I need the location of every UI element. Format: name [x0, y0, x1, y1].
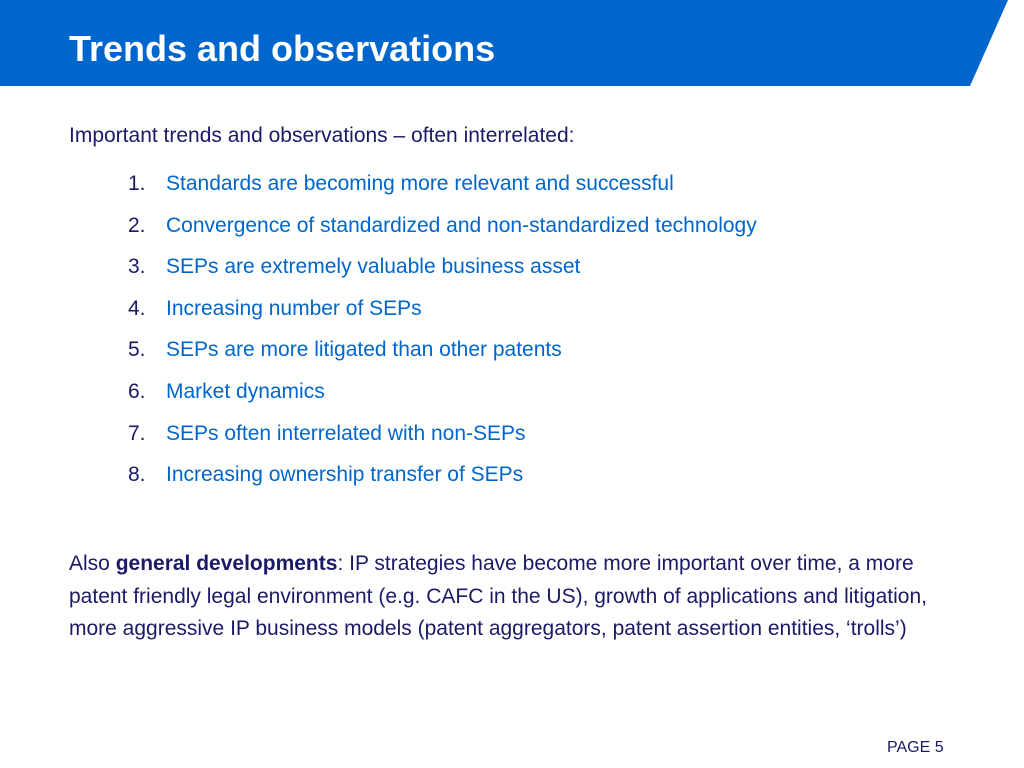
list-item-number: 8.	[128, 463, 146, 487]
list-item-number: 5.	[128, 338, 146, 362]
title-bar	[0, 0, 1008, 86]
list-item: 2. Convergence of standardized and non-s…	[0, 212, 1024, 254]
list-item-number: 4.	[128, 296, 146, 320]
paragraph-body: : IP strategies have become more importa…	[69, 552, 927, 640]
list-item: 5. SEPs are more litigated than other pa…	[0, 336, 1024, 378]
list-item-text: Increasing number of SEPs	[166, 296, 422, 320]
list-item: 6. Market dynamics	[0, 378, 1024, 420]
list-item-text: SEPs often interrelated with non-SEPs	[166, 421, 526, 445]
list-item-number: 1.	[128, 172, 146, 195]
paragraph-prefix: Also	[69, 552, 116, 575]
list-item-text: Market dynamics	[166, 379, 325, 403]
list-item: 1. Standards are becoming more relevant …	[0, 170, 1024, 212]
slide-title: Trends and observations	[69, 28, 496, 69]
list-item-number: 2.	[128, 213, 146, 237]
list-item: 4. Increasing number of SEPs	[0, 295, 1024, 337]
trends-list: 1. Standards are becoming more relevant …	[0, 170, 1024, 503]
paragraph-bold-term: general developments	[115, 552, 338, 575]
list-item: 3. SEPs are extremely valuable business …	[0, 253, 1024, 295]
list-item-text: Standards are becoming more relevant and…	[166, 172, 674, 195]
list-item-number: 3.	[128, 255, 146, 279]
list-item-text: Convergence of standardized and non-stan…	[166, 213, 757, 237]
list-item-number: 6.	[128, 379, 146, 403]
page-number: PAGE 5	[887, 739, 944, 756]
list-item-number: 7.	[128, 421, 146, 445]
intro-text: Important trends and observations – ofte…	[69, 124, 575, 147]
list-item-text: Increasing ownership transfer of SEPs	[166, 463, 524, 487]
list-item-text: SEPs are more litigated than other paten…	[166, 338, 562, 362]
list-item: 8. Increasing ownership transfer of SEPs	[0, 461, 1024, 503]
list-item-text: SEPs are extremely valuable business ass…	[166, 255, 581, 279]
general-developments-paragraph: Also general developments: IP strategies…	[69, 548, 949, 646]
list-item: 7. SEPs often interrelated with non-SEPs	[0, 420, 1024, 462]
